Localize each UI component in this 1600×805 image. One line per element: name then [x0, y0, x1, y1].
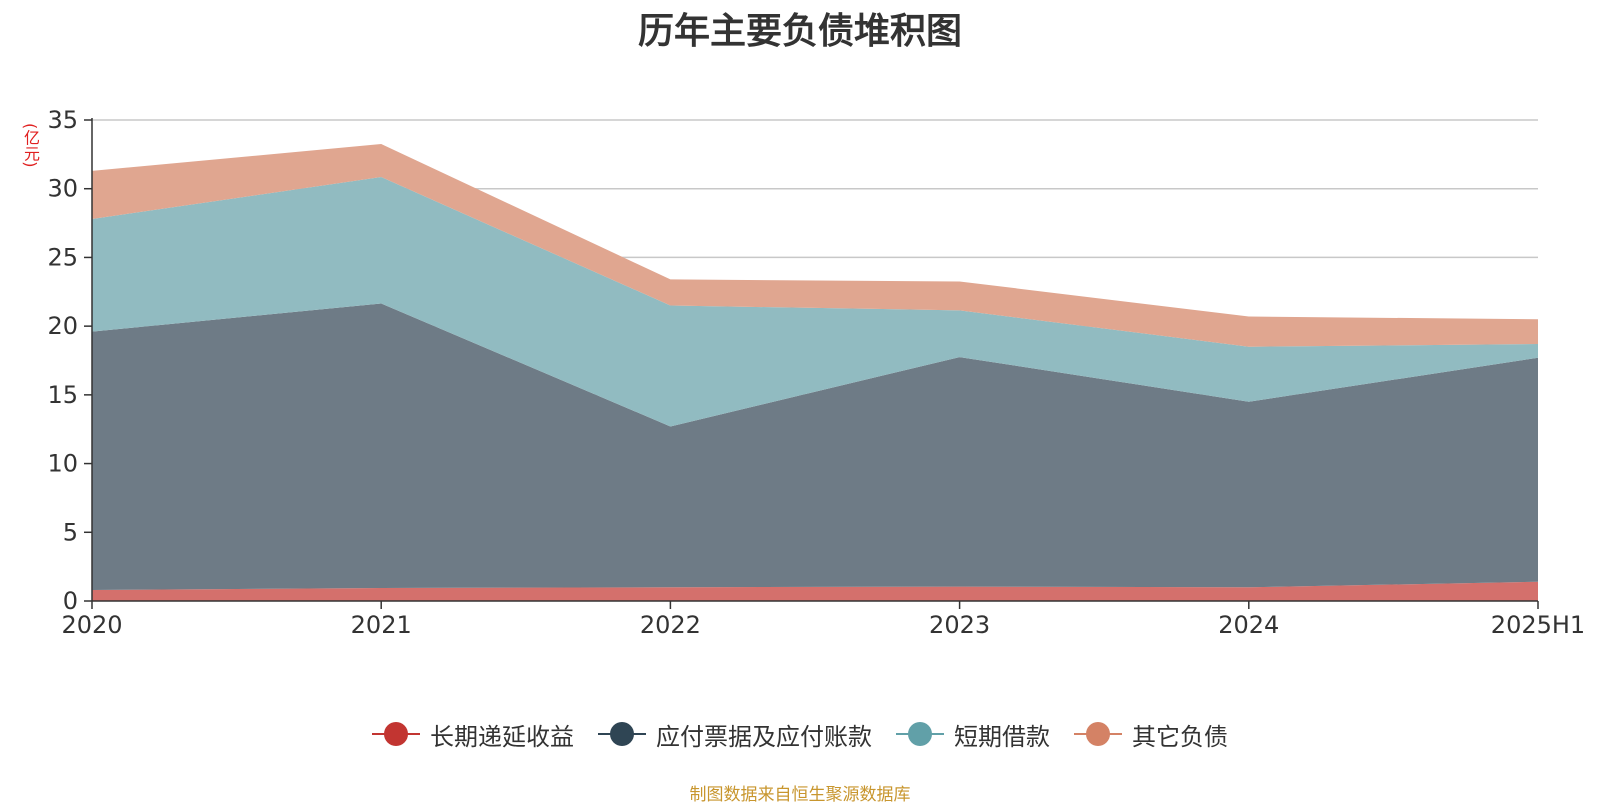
area-series-2: [92, 177, 1538, 427]
area-series-0: [92, 581, 1538, 601]
legend-marker-icon: [1074, 722, 1122, 746]
legend-marker-dot: [908, 722, 932, 746]
y-tick-label: 15: [47, 381, 78, 409]
legend-item-1[interactable]: 应付票据及应付账款: [598, 717, 872, 752]
legend-item-2[interactable]: 短期借款: [896, 717, 1050, 752]
legend-marker-dot: [610, 722, 634, 746]
y-tick-label: 35: [47, 106, 78, 134]
legend-marker-dot: [384, 722, 408, 746]
legend: 长期递延收益 应付票据及应付账款 短期借款 其它负债: [0, 714, 1600, 754]
area-series-1: [92, 303, 1538, 591]
y-tick-label: 30: [47, 175, 78, 203]
plot-area: 0 5 10 15 20 25 30 35 2020 2021 2022 2023 2024 2025H1: [47, 106, 1585, 639]
y-axis-unit-label: (亿元): [21, 122, 40, 168]
legend-label: 其它负债: [1132, 722, 1228, 751]
x-tick-label: 2023: [929, 611, 990, 639]
axes: 0 5 10 15 20 25 30 35 2020 2021 2022 2023 2024 2025H1: [47, 106, 1585, 639]
legend-marker-icon: [372, 722, 420, 746]
y-tick-label: 5: [63, 518, 78, 546]
chart-title: 历年主要负债堆积图: [637, 11, 962, 52]
y-tick-label: 25: [47, 243, 78, 271]
x-tick-label: 2022: [640, 611, 701, 639]
data-source-note: 制图数据来自恒生聚源数据库: [689, 785, 911, 805]
legend-marker-dot: [1086, 722, 1110, 746]
y-tick-label: 10: [47, 450, 78, 478]
y-tick-label: 20: [47, 312, 78, 340]
legend-item-0[interactable]: 长期递延收益: [372, 717, 574, 752]
x-tick-label: 2021: [351, 611, 412, 639]
x-tick-label: 2020: [61, 611, 122, 639]
legend-label: 短期借款: [954, 722, 1050, 751]
legend-label: 长期递延收益: [430, 722, 574, 751]
legend-marker-icon: [896, 722, 944, 746]
legend-item-3[interactable]: 其它负债: [1074, 717, 1228, 752]
area-series-layer: [92, 144, 1538, 601]
area-series-3: [92, 144, 1538, 347]
x-tick-label: 2024: [1218, 611, 1279, 639]
legend-marker-icon: [598, 722, 646, 746]
y-tick-label: 0: [63, 587, 78, 615]
legend-label: 应付票据及应付账款: [656, 722, 872, 751]
x-tick-label: 2025H1: [1491, 611, 1585, 639]
